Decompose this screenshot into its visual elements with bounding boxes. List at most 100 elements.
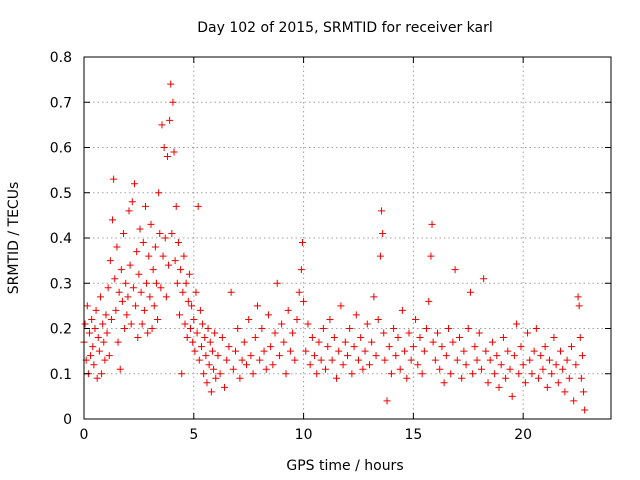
data-point bbox=[165, 261, 173, 269]
data-point bbox=[210, 365, 218, 373]
data-point bbox=[521, 379, 529, 387]
data-point bbox=[200, 370, 208, 378]
data-point bbox=[519, 361, 527, 369]
data-point bbox=[295, 288, 303, 296]
data-point bbox=[102, 311, 110, 319]
data-point bbox=[167, 80, 175, 88]
data-point bbox=[304, 320, 312, 328]
y-tick-label: 0.1 bbox=[50, 367, 72, 383]
data-point bbox=[341, 338, 349, 346]
y-tick-label: 0.2 bbox=[50, 322, 72, 338]
data-point bbox=[98, 370, 106, 378]
data-point bbox=[131, 180, 139, 188]
data-point bbox=[113, 243, 121, 251]
data-point bbox=[581, 406, 589, 414]
data-point bbox=[447, 370, 455, 378]
data-point bbox=[105, 352, 113, 360]
data-point bbox=[379, 229, 387, 237]
x-tick-label: 20 bbox=[514, 427, 532, 443]
data-point bbox=[120, 229, 128, 237]
data-point bbox=[273, 279, 281, 287]
data-point bbox=[392, 352, 400, 360]
data-point bbox=[216, 370, 224, 378]
data-point bbox=[554, 379, 562, 387]
data-point bbox=[482, 347, 490, 355]
data-point bbox=[535, 374, 543, 382]
data-point bbox=[339, 361, 347, 369]
data-point bbox=[565, 374, 573, 382]
data-point bbox=[464, 325, 472, 332]
data-point bbox=[190, 315, 198, 323]
data-point bbox=[348, 370, 356, 378]
data-point bbox=[282, 370, 290, 378]
data-point bbox=[206, 338, 214, 346]
data-point bbox=[427, 252, 435, 260]
data-point bbox=[284, 306, 292, 314]
data-point bbox=[370, 293, 378, 301]
data-point bbox=[530, 347, 538, 355]
data-point bbox=[269, 361, 277, 369]
data-point bbox=[385, 343, 393, 351]
data-point bbox=[106, 257, 114, 265]
data-point bbox=[578, 352, 586, 360]
x-axis-label: GPS time / hours bbox=[286, 458, 403, 474]
data-point bbox=[497, 361, 505, 369]
data-point bbox=[289, 329, 297, 337]
data-point bbox=[163, 153, 171, 161]
data-point bbox=[183, 334, 191, 342]
data-point bbox=[517, 343, 525, 351]
data-point bbox=[155, 189, 163, 197]
data-point bbox=[306, 361, 314, 369]
data-point bbox=[412, 315, 420, 323]
data-point bbox=[264, 311, 272, 319]
data-point bbox=[101, 356, 109, 364]
data-point bbox=[176, 311, 184, 319]
data-point bbox=[515, 370, 523, 378]
data-point bbox=[214, 352, 222, 360]
y-tick-label: 0.8 bbox=[50, 50, 72, 66]
data-point bbox=[428, 220, 436, 228]
data-point bbox=[324, 343, 332, 351]
data-point bbox=[335, 347, 343, 355]
grid-lines bbox=[84, 57, 611, 419]
data-point bbox=[87, 352, 95, 360]
data-point bbox=[229, 365, 237, 373]
data-point bbox=[449, 338, 457, 346]
data-point bbox=[94, 334, 102, 342]
data-point bbox=[122, 279, 130, 287]
data-point bbox=[319, 325, 327, 332]
chart-title: Day 102 of 2015, SRMTID for receiver kar… bbox=[197, 20, 493, 36]
data-points bbox=[80, 80, 589, 414]
data-point bbox=[133, 248, 141, 256]
data-point bbox=[416, 334, 424, 342]
data-point bbox=[556, 347, 564, 355]
data-point bbox=[300, 297, 308, 305]
data-point bbox=[546, 356, 554, 364]
data-point bbox=[484, 379, 492, 387]
data-point bbox=[374, 315, 382, 323]
data-point bbox=[453, 356, 461, 364]
data-point bbox=[85, 329, 93, 337]
data-point bbox=[150, 302, 158, 310]
data-point bbox=[297, 266, 305, 274]
data-point bbox=[552, 361, 560, 369]
data-point bbox=[311, 352, 319, 360]
data-point bbox=[134, 334, 142, 342]
data-point bbox=[234, 325, 242, 332]
data-point bbox=[561, 388, 569, 396]
data-point bbox=[121, 325, 129, 332]
data-point bbox=[469, 370, 477, 378]
data-point bbox=[256, 356, 264, 364]
data-point bbox=[124, 293, 132, 301]
data-point bbox=[197, 343, 205, 351]
x-tick-label: 10 bbox=[295, 427, 313, 443]
data-point bbox=[477, 365, 485, 373]
data-point bbox=[363, 320, 371, 328]
data-point bbox=[137, 288, 145, 296]
data-point bbox=[317, 356, 325, 364]
data-point bbox=[365, 361, 373, 369]
data-point bbox=[157, 284, 165, 292]
data-point bbox=[407, 356, 415, 364]
data-point bbox=[455, 334, 463, 342]
data-point bbox=[570, 397, 578, 405]
